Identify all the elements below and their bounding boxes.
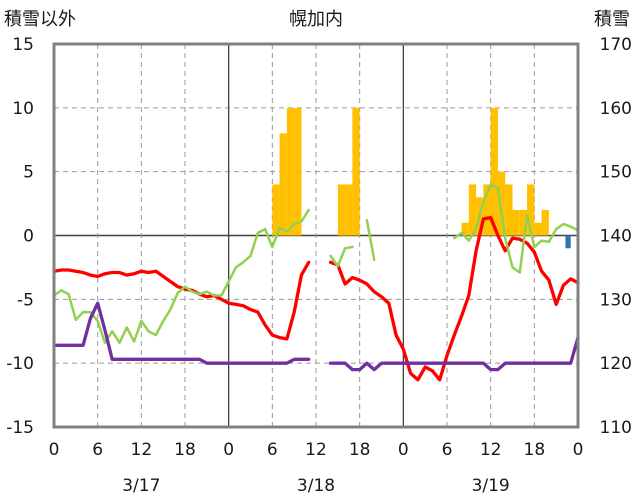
precip-bar <box>352 107 360 236</box>
precip-bar <box>345 184 353 236</box>
precip-bar <box>497 171 506 236</box>
chart-title: 幌加内 <box>289 9 343 30</box>
x-tick-label: 6 <box>442 440 453 460</box>
left-tick-label: -5 <box>17 290 34 310</box>
right-axis-title: 積雪 <box>594 9 630 30</box>
precip-bar <box>337 184 346 236</box>
precip-bar <box>541 209 549 236</box>
left-tick-label: 10 <box>12 99 34 119</box>
temperature-line <box>52 260 311 341</box>
x-tick-label: 12 <box>131 440 153 460</box>
wind_green-line <box>329 245 354 268</box>
right-tick-label: 120 <box>600 354 632 374</box>
x-tick-label: 0 <box>49 440 60 460</box>
right-tick-label: 160 <box>600 99 632 119</box>
purple-line <box>52 301 311 365</box>
left-tick-label: 5 <box>23 163 34 183</box>
date-label: 3/19 <box>472 476 510 496</box>
precip-bar <box>527 184 535 236</box>
left-tick-label: 15 <box>12 35 34 55</box>
wind_green-line <box>453 183 580 274</box>
left-axis-title: 積雪以外 <box>4 9 76 30</box>
purple-line <box>328 335 580 372</box>
precip-bar <box>286 107 295 236</box>
x-axis: 0 6 12 18 0 6 12 18 0 6 12 18 0 3/17 3/18 3/19 <box>49 440 584 496</box>
precip-bar <box>505 184 513 236</box>
temperature-line <box>328 215 580 382</box>
left-axis: 15 10 5 0 -5 -10 -15 <box>6 35 34 438</box>
precip-bar <box>512 209 520 236</box>
x-tick-label: 0 <box>398 440 409 460</box>
series-lines <box>52 183 580 382</box>
precip-bar <box>483 184 491 236</box>
bars <box>272 107 571 249</box>
x-tick-label: 18 <box>349 440 371 460</box>
x-tick-label: 12 <box>480 440 502 460</box>
x-tick-label: 18 <box>524 440 546 460</box>
wind_green-line <box>365 218 376 262</box>
right-tick-label: 150 <box>600 163 632 183</box>
x-tick-label: 6 <box>92 440 103 460</box>
precip-bar <box>279 133 287 236</box>
right-tick-label: 170 <box>600 35 632 55</box>
plot-frame <box>52 42 580 429</box>
wind_green-line <box>52 208 310 344</box>
precip-bar <box>272 184 280 236</box>
precip-bar <box>468 184 477 236</box>
right-axis: 170 160 150 140 130 120 110 <box>600 35 632 438</box>
precip-bar <box>534 222 542 236</box>
precip-bar <box>461 222 469 236</box>
precip-bar <box>519 209 528 236</box>
right-tick-label: 140 <box>600 227 632 247</box>
blue-bar <box>565 235 571 249</box>
left-tick-label: 0 <box>23 227 34 247</box>
precip-bar <box>490 107 498 236</box>
right-tick-label: 130 <box>600 290 632 310</box>
date-label: 3/17 <box>122 476 160 496</box>
x-tick-label: 0 <box>573 440 584 460</box>
x-tick-label: 18 <box>174 440 196 460</box>
left-tick-label: -10 <box>6 354 34 374</box>
x-tick-label: 12 <box>305 440 327 460</box>
precip-bar <box>294 107 302 236</box>
right-tick-label: 110 <box>600 418 632 438</box>
left-tick-label: -15 <box>6 418 34 438</box>
x-tick-label: 6 <box>267 440 278 460</box>
date-label: 3/18 <box>297 476 335 496</box>
x-tick-label: 0 <box>223 440 234 460</box>
